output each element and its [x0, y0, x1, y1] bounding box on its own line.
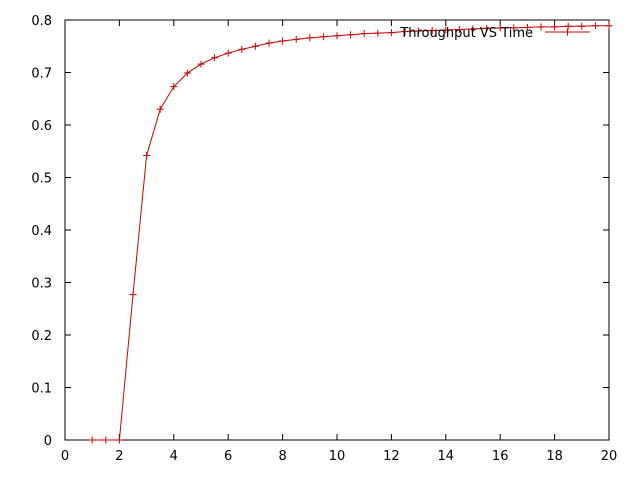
- x-tick-label-0: 0: [61, 449, 69, 464]
- data-point: [115, 436, 123, 444]
- data-point: [523, 23, 531, 31]
- series-layer: [88, 22, 613, 444]
- x-tick-label-7: 14: [438, 449, 455, 464]
- plot-frame: [64, 19, 610, 441]
- y-tick-label-5: 0.5: [31, 172, 52, 187]
- data-point: [551, 23, 559, 31]
- legend-marker: [564, 28, 571, 36]
- x-tick-label-8: 16: [492, 449, 509, 464]
- data-point: [360, 30, 368, 38]
- x-tick-label-2: 4: [170, 449, 178, 464]
- data-point: [428, 27, 436, 34]
- data-point: [469, 25, 477, 33]
- legend-label: Throughput VS Time: [399, 26, 533, 41]
- data-point: [496, 24, 504, 32]
- y-tick-label-8: 0.8: [31, 14, 52, 29]
- data-point: [401, 28, 409, 36]
- data-point: [279, 37, 287, 45]
- x-tick-label-9: 18: [546, 449, 563, 464]
- y-axis: 0 0.1 0.2 0.3 0.4 0.5 0.6 0.7 0.8: [31, 14, 609, 449]
- data-point: [265, 39, 273, 47]
- data-point: [306, 34, 314, 42]
- data-point: [387, 29, 395, 37]
- data-point: [224, 49, 232, 57]
- data-point: [510, 24, 518, 32]
- data-point: [564, 22, 572, 30]
- legend: Throughput VS Time: [399, 26, 590, 41]
- y-tick-label-0: 0: [44, 434, 52, 449]
- y-tick-label-7: 0.7: [31, 67, 52, 82]
- data-point: [156, 105, 164, 113]
- data-point: [129, 291, 137, 299]
- data-point: [319, 33, 327, 41]
- data-point: [455, 25, 463, 33]
- data-point: [211, 54, 219, 62]
- x-axis: 0 2 4 6 8 10 12 14 16 18 20: [61, 20, 617, 464]
- data-point: [578, 22, 586, 30]
- data-point: [88, 436, 96, 444]
- data-point: [483, 24, 491, 32]
- x-tick-label-1: 2: [115, 449, 123, 464]
- data-point: [238, 45, 246, 53]
- data-point: [102, 436, 110, 444]
- legend-point: [564, 28, 571, 36]
- x-tick-label-10: 20: [601, 449, 618, 464]
- x-tick-label-6: 12: [383, 449, 400, 464]
- data-point: [374, 29, 382, 37]
- data-point: [605, 22, 613, 30]
- y-tick-label-4: 0.4: [31, 224, 52, 239]
- data-point: [292, 35, 300, 43]
- series-line-0: [92, 25, 609, 441]
- data-point: [442, 26, 450, 34]
- data-point: [591, 22, 599, 30]
- y-tick-label-6: 0.6: [31, 119, 52, 134]
- data-point: [347, 31, 355, 39]
- data-point: [197, 60, 205, 68]
- y-tick-label-2: 0.2: [31, 329, 52, 344]
- data-point: [170, 83, 178, 91]
- data-point: [183, 69, 191, 77]
- data-point: [415, 27, 423, 35]
- y-tick-label-3: 0.3: [31, 277, 52, 292]
- y-tick-label-1: 0.1: [31, 382, 52, 397]
- data-point: [143, 151, 151, 159]
- data-point: [251, 42, 259, 50]
- data-point: [537, 23, 545, 31]
- x-tick-label-4: 8: [278, 449, 286, 464]
- x-tick-label-3: 6: [224, 449, 232, 464]
- x-tick-label-5: 10: [329, 449, 346, 464]
- data-point: [333, 32, 341, 40]
